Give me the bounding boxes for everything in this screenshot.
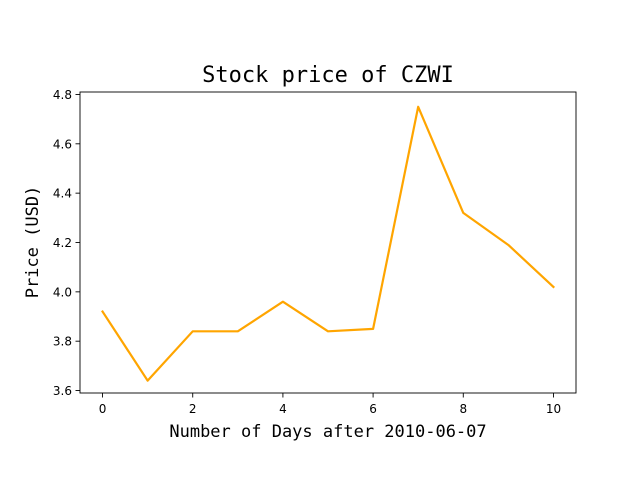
x-tick-label: 6 [369, 402, 377, 416]
x-tick-label: 2 [189, 402, 197, 416]
x-axis-label: Number of Days after 2010-06-07 [169, 422, 486, 442]
y-axis-label: Price (USD) [23, 186, 43, 299]
y-tick-label: 4.8 [53, 88, 72, 102]
x-tick-label: 4 [279, 402, 287, 416]
x-tick-label: 8 [459, 402, 467, 416]
y-tick-label: 4.0 [53, 285, 72, 299]
y-tick-label: 4.6 [53, 137, 72, 151]
series-line-0 [101, 105, 556, 382]
chart-title: Stock price of CZWI [202, 63, 454, 88]
x-tick-label: 0 [99, 402, 107, 416]
y-tick-label: 3.8 [53, 335, 72, 349]
x-tick-label: 10 [546, 402, 561, 416]
y-tick-label: 4.2 [53, 236, 72, 250]
plot-area: 0 2 4 6 8 10 3.6 3.8 4.0 4.2 4.4 4.6 4.8 [53, 88, 577, 416]
y-tick-label: 3.6 [53, 384, 72, 398]
y-tick-label: 4.4 [53, 187, 72, 201]
